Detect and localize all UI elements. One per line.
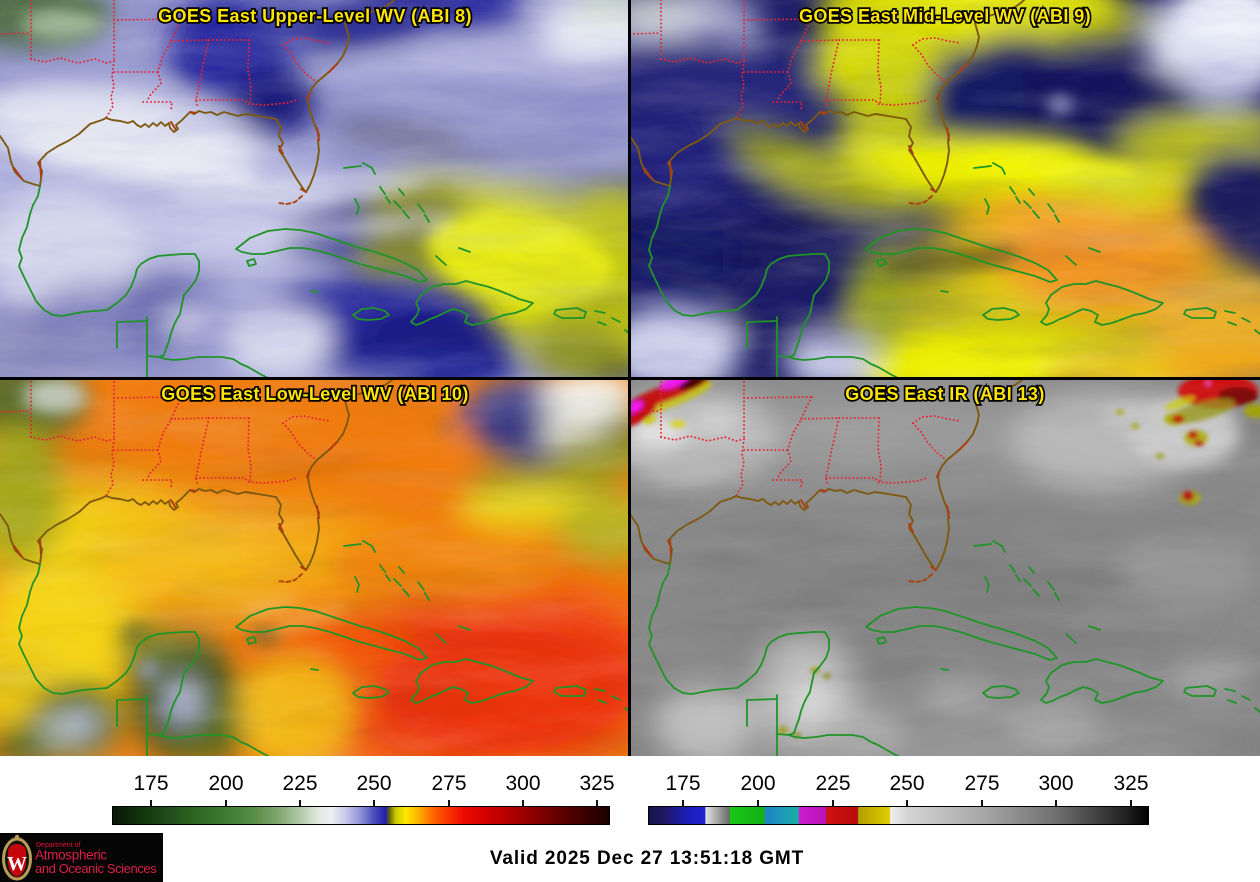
svg-text:Atmospheric: Atmospheric	[35, 848, 107, 863]
svg-text:W: W	[7, 853, 27, 875]
svg-text:and Oceanic Sciences: and Oceanic Sciences	[35, 861, 157, 876]
svg-text:GOES East Upper-Level WV (ABI: GOES East Upper-Level WV (ABI 8)	[158, 6, 472, 26]
svg-text:GOES East IR (ABI 13): GOES East IR (ABI 13)	[845, 384, 1044, 404]
svg-text:Department of: Department of	[36, 842, 80, 849]
svg-text:GOES East Mid-Level WV (ABI 9): GOES East Mid-Level WV (ABI 9)	[799, 6, 1091, 26]
svg-text:GOES East Low-Level WV (ABI 10: GOES East Low-Level WV (ABI 10)	[161, 384, 468, 404]
